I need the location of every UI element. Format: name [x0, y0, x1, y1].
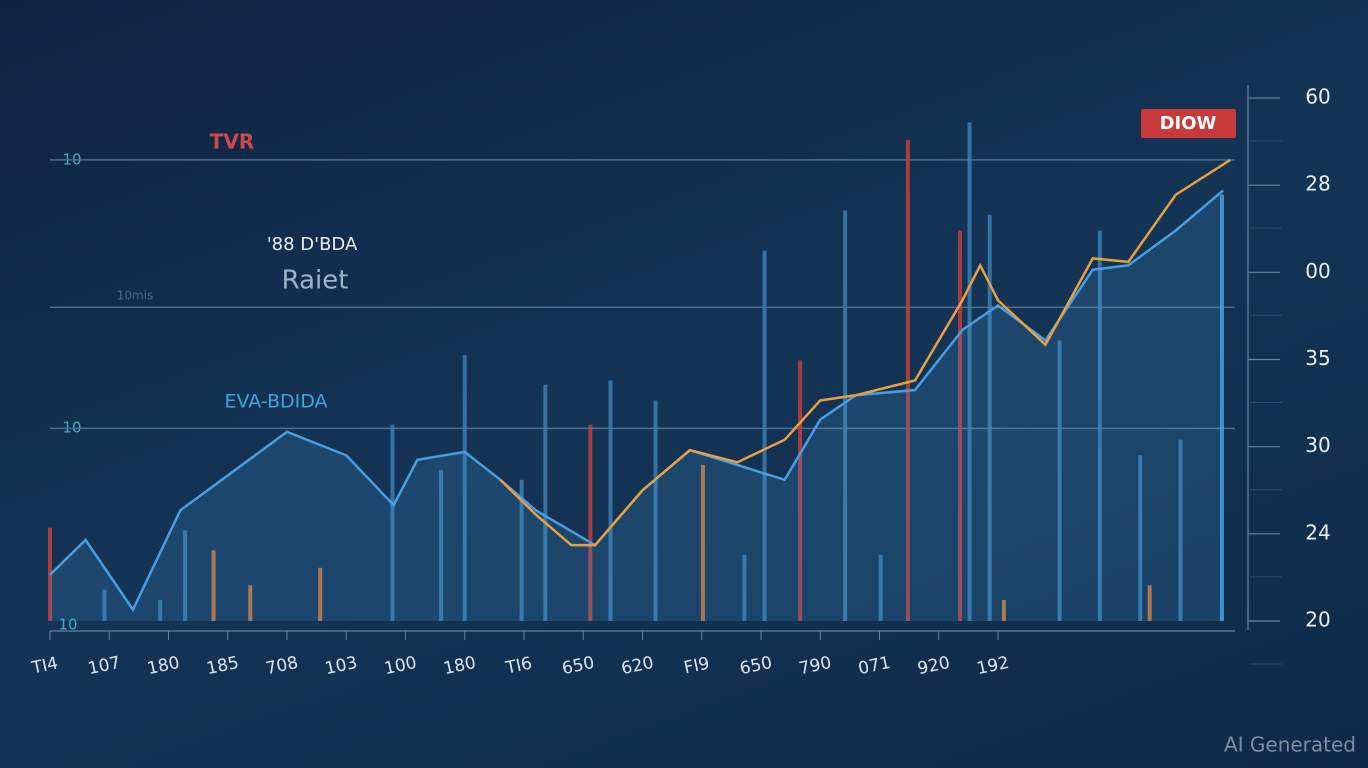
y-tick-label: 28	[1305, 172, 1330, 196]
left-label: 10	[58, 616, 77, 634]
volume-bar	[439, 470, 444, 621]
volume-bar	[967, 122, 972, 621]
x-tick-label: 185	[205, 653, 241, 679]
x-tick-label: 790	[797, 653, 833, 679]
volume-bar	[588, 424, 593, 621]
volume-bar	[987, 214, 992, 621]
volume-bar	[742, 554, 747, 621]
volume-bar	[390, 424, 395, 621]
volume-bar	[462, 355, 467, 621]
x-tick-label: 192	[975, 653, 1011, 679]
y-tick-label: 35	[1305, 346, 1330, 370]
y-tick-label: 24	[1305, 520, 1330, 544]
volume-bar	[211, 550, 216, 621]
label-tvr: TVR	[210, 130, 255, 154]
volume-bar	[1138, 455, 1143, 621]
x-tick-label: 708	[264, 653, 300, 679]
volume-bar	[1001, 600, 1006, 621]
left-label: 10	[62, 419, 81, 437]
volume-bar	[798, 360, 803, 621]
volume-bar	[1057, 340, 1062, 621]
volume-bar	[183, 530, 188, 621]
x-tick-label: 180	[146, 653, 182, 679]
volume-bar	[1219, 194, 1224, 621]
label-eva: EVA-BDIDA	[224, 391, 327, 413]
label-small: 10mis	[117, 289, 154, 303]
badge-bg	[1141, 109, 1236, 138]
x-tick-label: 650	[738, 653, 774, 679]
volume-bar	[519, 479, 524, 621]
volume-bar	[958, 230, 963, 621]
volume-bar	[318, 567, 323, 621]
volume-bar	[1097, 230, 1102, 621]
watermark: AI Generated	[1224, 733, 1356, 757]
volume-bar	[1178, 439, 1183, 621]
volume-bar	[608, 380, 613, 621]
x-tick-label: FI9	[682, 654, 711, 679]
volume-bar	[248, 585, 253, 621]
x-tick-label: 650	[560, 653, 596, 679]
x-tick-label: 920	[916, 653, 952, 679]
volume-bar	[102, 589, 107, 621]
x-tick-label: TI4	[29, 653, 60, 678]
y-tick-label: 30	[1305, 433, 1330, 457]
volume-bar	[543, 384, 548, 621]
volume-bar	[843, 210, 848, 621]
x-tick-label: 180	[442, 653, 478, 679]
label-raiet: Raiet	[282, 266, 349, 296]
volume-bar	[1147, 585, 1152, 621]
volume-bar	[905, 139, 910, 621]
x-tick-label: 100	[383, 653, 419, 679]
area	[50, 190, 1224, 621]
volume-bar	[653, 400, 658, 621]
y-tick-label: 20	[1305, 608, 1330, 632]
badge: DIOW	[1160, 113, 1217, 134]
x-tick-label: TI6	[503, 653, 534, 678]
volume-bar	[700, 464, 705, 621]
x-tick-label: 071	[857, 653, 893, 679]
x-tick-label: 103	[323, 653, 359, 679]
line	[499, 158, 1231, 547]
volume-bar	[762, 250, 767, 621]
x-tick-label: 107	[86, 653, 122, 679]
label-bda: '88 D'BDA	[267, 234, 358, 255]
volume-bar	[878, 554, 883, 621]
x-tick-label: 620	[620, 653, 656, 679]
volume-bar	[158, 600, 163, 621]
y-tick-label: 60	[1305, 85, 1330, 109]
y-tick-label: 00	[1305, 259, 1330, 283]
